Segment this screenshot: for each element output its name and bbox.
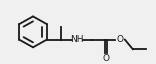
Text: O: O xyxy=(102,54,109,63)
Text: O: O xyxy=(116,35,123,44)
Text: NH: NH xyxy=(70,35,84,44)
